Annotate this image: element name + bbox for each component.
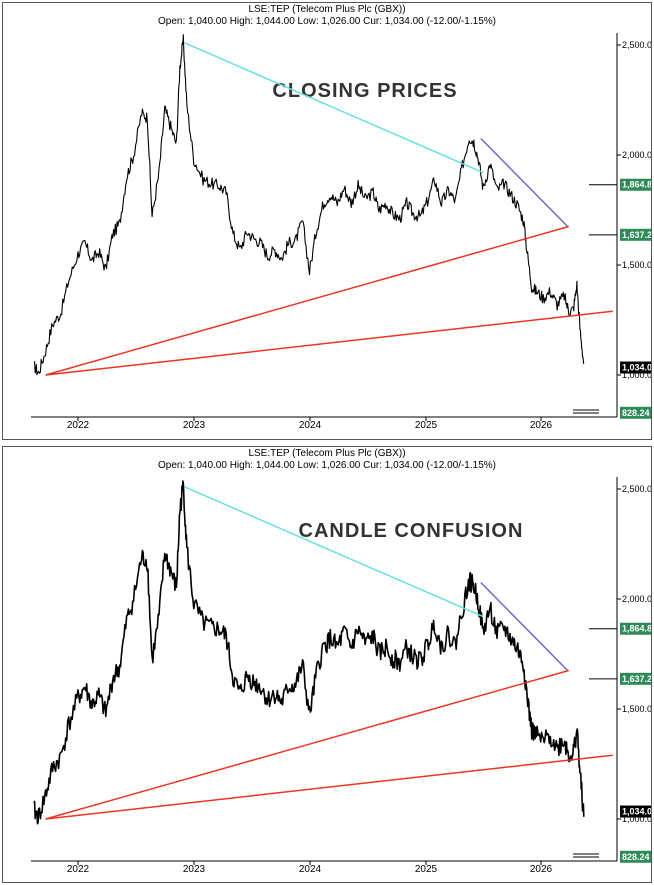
x-tick-label: 2025 [415,864,438,875]
chart-title: CLOSING PRICES [272,80,457,102]
price-tag [620,178,651,191]
price-tag [620,361,651,374]
trendline [45,754,613,820]
y-tick-label: 2,500.00 [622,484,651,494]
price-tag-label: 1,637.2 [622,674,651,684]
quote-line: Open: 1,040.00 High: 1,044.00 Low: 1,026… [157,16,496,27]
price-tag [620,850,651,863]
trendline [480,137,569,228]
chart-panel-candle-confusion: LSE:TEP (Telecom Plus Plc (GBX)) Open: 1… [2,446,652,883]
chart-panel-closing-prices: LSE:TEP (Telecom Plus Plc (GBX)) Open: 1… [2,2,652,440]
y-tick-label: 1,000.00 [622,370,651,380]
price-chart-svg: 2,500.00 2,000.00 1,500.00 1,000.00 2022 2023… [31,33,651,431]
y-tick-label: 2,000.00 [622,594,651,604]
price-tag-label: 1,864.8 [622,180,651,190]
y-tick-label: 1,500.00 [622,260,651,270]
y-tick-label: 2,500.00 [622,40,651,50]
price-tag-label: 828.24 [622,852,650,862]
symbol-line: LSE:TEP (Telecom Plus Plc (GBX)) [248,448,406,459]
trendline [184,486,484,618]
quote-line: Open: 1,040.00 High: 1,044.00 Low: 1,026… [157,460,496,471]
x-tick-label: 2022 [67,864,90,875]
x-tick-label: 2022 [67,420,90,431]
price-series-line [33,34,585,376]
trendline [45,669,569,820]
trendline [45,310,613,376]
trendline [184,42,484,174]
price-tag-label: 828.24 [622,408,650,418]
chart-header: LSE:TEP (Telecom Plus Plc (GBX)) Open: 1… [3,3,651,29]
price-tag [620,406,651,419]
x-tick-label: 2024 [299,420,322,431]
chart-title: CANDLE CONFUSION [299,520,524,542]
price-tag-label: 1,034.0 [622,807,651,817]
price-tag-label: 1,034.0 [622,363,651,373]
candle-chart-svg: 2,500.00 2,000.00 1,500.00 1,000.00 2022 2023… [31,477,651,875]
plot-area: 2,500.00 2,000.00 1,500.00 1,000.00 2022 2023… [31,477,651,875]
price-tag [620,805,651,818]
y-tick-label: 1,000.00 [622,814,651,824]
trendline [480,581,569,672]
x-tick-label: 2023 [183,420,206,431]
price-series-line [33,480,585,825]
x-tick-label: 2026 [530,864,553,875]
price-tag [620,672,651,685]
x-tick-label: 2026 [530,420,553,431]
x-tick-label: 2024 [299,864,322,875]
price-tag-label: 1,864.8 [622,624,651,634]
y-tick-label: 1,500.00 [622,704,651,714]
symbol-line: LSE:TEP (Telecom Plus Plc (GBX)) [248,4,406,15]
price-tag [620,622,651,635]
plot-area: 2,500.00 2,000.00 1,500.00 1,000.00 2022 2023… [31,33,651,431]
price-tag-label: 1,637.2 [622,230,651,240]
trendline [45,225,569,376]
x-tick-label: 2025 [415,420,438,431]
price-tag [620,228,651,241]
x-tick-label: 2023 [183,864,206,875]
y-tick-label: 2,000.00 [622,150,651,160]
chart-header: LSE:TEP (Telecom Plus Plc (GBX)) Open: 1… [3,447,651,473]
